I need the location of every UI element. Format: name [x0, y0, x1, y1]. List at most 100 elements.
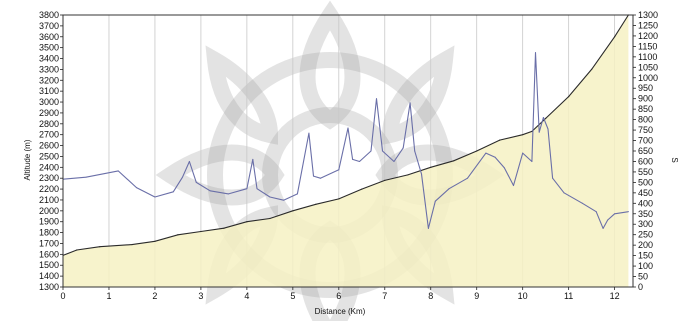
s-point [427, 227, 429, 229]
s-point [246, 188, 248, 190]
s-point [485, 152, 487, 154]
y-tick-label: 3100 [39, 86, 59, 96]
y-tick-label: 2300 [39, 173, 59, 183]
s-point [538, 131, 540, 133]
s-point [535, 52, 537, 54]
s-point [542, 117, 544, 119]
altitude-point [177, 234, 179, 236]
altitude-point [476, 150, 478, 152]
altitude-point [223, 227, 225, 229]
altitude-point [407, 174, 409, 176]
y-tick-label: 2000 [39, 206, 59, 216]
y2-tick-label: 1100 [638, 52, 657, 62]
s-point [227, 193, 229, 195]
y-tick-label: 2800 [39, 119, 59, 129]
y-tick-label: 3500 [39, 43, 59, 53]
altitude-point [568, 96, 570, 98]
x-tick-label: 10 [518, 291, 528, 301]
y2-axis-title: S [670, 157, 679, 162]
x-tick-label: 5 [290, 291, 295, 301]
s-point [283, 199, 285, 201]
s-point [381, 150, 383, 152]
y-tick-label: 3600 [39, 32, 59, 42]
y-tick-label: 1900 [39, 217, 59, 227]
y2-tick-label: 800 [638, 115, 653, 125]
y2-tick-label: 100 [638, 261, 653, 271]
y-axis-title: Altitude (m) [23, 139, 32, 180]
y2-tick-label: 650 [638, 146, 653, 156]
s-point [607, 219, 609, 221]
y-tick-label: 2400 [39, 162, 59, 172]
y2-tick-label: 250 [638, 230, 653, 240]
s-point [172, 191, 174, 193]
altitude-fill [63, 15, 629, 287]
x-tick-label: 3 [198, 291, 203, 301]
altitude-point [361, 188, 363, 190]
x-tick-label: 2 [152, 291, 157, 301]
s-point [338, 169, 340, 171]
s-point [370, 150, 372, 152]
y-tick-label: 2900 [39, 108, 59, 118]
s-point [494, 156, 496, 158]
y2-tick-label: 950 [638, 83, 653, 93]
s-point [319, 177, 321, 179]
y-tick-label: 1400 [39, 271, 59, 281]
altitude-point [384, 179, 386, 181]
y-tick-label: 1700 [39, 238, 59, 248]
altitude-point [499, 139, 501, 141]
y-tick-label: 3200 [39, 75, 59, 85]
x-tick-label: 0 [60, 291, 65, 301]
y2-tick-label: 900 [638, 94, 653, 104]
s-point [352, 158, 354, 160]
x-tick-label: 12 [610, 291, 620, 301]
y2-tick-label: 700 [638, 136, 653, 146]
s-point [182, 176, 184, 178]
s-point [467, 177, 469, 179]
y2-tick-label: 0 [638, 282, 643, 292]
s-point [402, 147, 404, 149]
y-tick-label: 1800 [39, 228, 59, 238]
s-point [376, 98, 377, 100]
y2-tick-label: 500 [638, 177, 653, 187]
s-point [421, 173, 423, 175]
altitude-point [292, 210, 294, 212]
s-point [448, 188, 450, 190]
y2-tick-label: 450 [638, 188, 653, 198]
s-point [414, 150, 416, 152]
s-point [154, 196, 156, 198]
y-tick-label: 3700 [39, 21, 59, 31]
y-tick-label: 2500 [39, 151, 59, 161]
y2-tick-label: 300 [638, 219, 653, 229]
s-point [136, 187, 138, 189]
s-point [503, 167, 505, 169]
s-point [195, 181, 197, 183]
altitude-point [76, 249, 78, 251]
altitude-point [131, 243, 133, 246]
y-tick-label: 3800 [39, 10, 59, 20]
y-tick-label: 3400 [39, 54, 59, 64]
s-point [296, 193, 298, 195]
y2-tick-label: 1050 [638, 62, 658, 72]
y2-axis-ticks: 0501001502002503003504004505005506006507… [633, 10, 658, 292]
x-tick-label: 9 [474, 291, 479, 301]
s-point [269, 196, 271, 198]
y2-tick-label: 350 [638, 209, 653, 219]
y2-tick-label: 750 [638, 125, 653, 135]
y2-tick-label: 1300 [638, 10, 658, 20]
y-tick-label: 3000 [39, 97, 59, 107]
altitude-point [430, 166, 432, 168]
altitude-point [614, 36, 616, 38]
s-point [308, 132, 310, 134]
y2-tick-label: 1200 [638, 31, 658, 41]
s-point [209, 190, 211, 192]
y2-tick-label: 150 [638, 251, 653, 261]
y2-tick-label: 1250 [638, 20, 658, 30]
s-point [117, 170, 119, 172]
y2-tick-label: 50 [638, 272, 648, 282]
altitude-point [522, 134, 524, 136]
y-tick-label: 2600 [39, 141, 59, 151]
s-point [256, 188, 258, 190]
y-tick-label: 1300 [39, 282, 59, 292]
y-tick-label: 1500 [39, 260, 59, 270]
s-point [188, 160, 190, 162]
